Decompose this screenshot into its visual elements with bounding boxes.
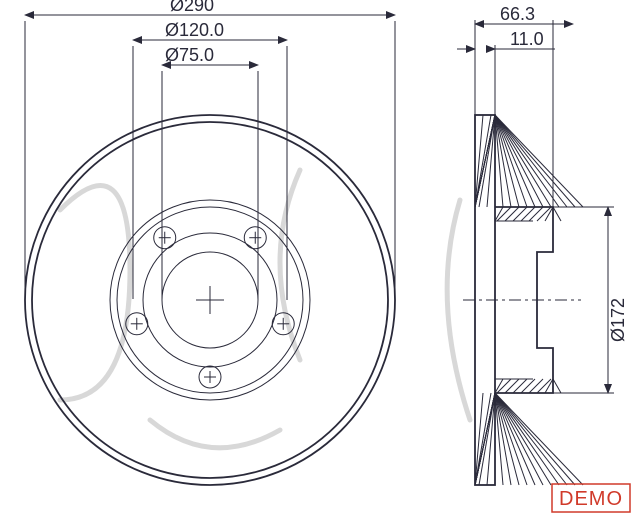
demo-label: DEMO [559, 488, 623, 510]
side-view [463, 20, 614, 485]
hatch [475, 115, 583, 207]
dim-w11-label: 11.0 [510, 29, 544, 49]
dim-w66-label: 66.3 [500, 4, 535, 24]
dim-d120-label: Ø120.0 [165, 20, 224, 40]
dim-d75-label: Ø75.0 [165, 45, 214, 65]
watermark [60, 170, 470, 448]
hatch [475, 393, 583, 485]
dim-d290-label: Ø290 [170, 0, 214, 15]
dim-d172-label: Ø172 [608, 298, 628, 342]
demo-badge: DEMO [552, 484, 630, 512]
hatch [495, 207, 561, 221]
hatch [495, 379, 561, 393]
engineering-drawing: Ø290 Ø120.0 Ø75.0 66.3 11.0 Ø172 DEMO [0, 0, 640, 521]
front-view [25, 21, 395, 485]
